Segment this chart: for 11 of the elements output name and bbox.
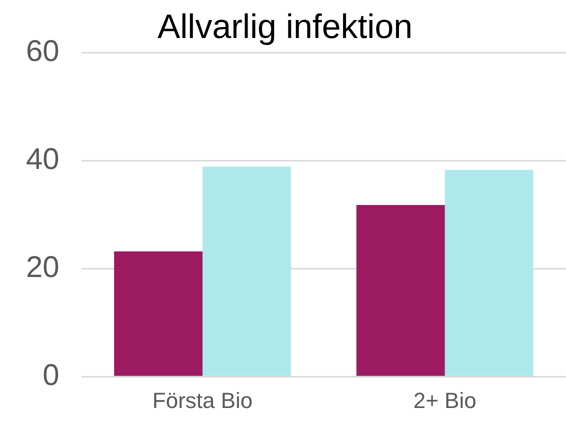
x-tick-label: 2+ Bio: [413, 388, 476, 413]
bar: [202, 166, 291, 376]
bar: [444, 170, 534, 376]
y-tick-label: 0: [42, 358, 60, 392]
y-tick-label: 20: [26, 250, 60, 284]
x-tick-label: Första Bio: [152, 388, 253, 413]
chart-title: Allvarlig infektion: [157, 8, 413, 46]
y-tick-label: 60: [26, 35, 60, 68]
bar: [114, 251, 203, 376]
bar: [356, 204, 445, 376]
y-tick-label: 40: [26, 143, 60, 176]
